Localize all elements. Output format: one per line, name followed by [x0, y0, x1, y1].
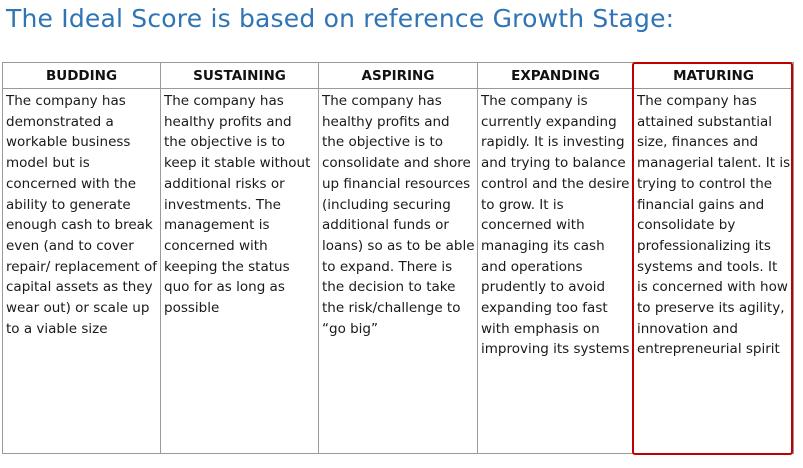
- growth-stage-table: BUDDING The company has demonstrated a w…: [2, 62, 794, 454]
- stage-column-expanding: EXPANDING The company is currently expan…: [477, 63, 633, 453]
- stage-description: The company is currently expanding rapid…: [481, 93, 630, 358]
- stage-header: BUDDING: [3, 63, 160, 89]
- stage-header: ASPIRING: [319, 63, 477, 89]
- stage-column-aspiring: ASPIRING The company has healthy profits…: [318, 63, 477, 453]
- stage-description: The company has healthy profits and the …: [322, 93, 475, 337]
- stage-column-sustaining: SUSTAINING The company has healthy profi…: [160, 63, 318, 453]
- page-title: The Ideal Score is based on reference Gr…: [6, 4, 675, 33]
- stage-header: EXPANDING: [478, 63, 633, 89]
- stage-header: SUSTAINING: [161, 63, 318, 89]
- stage-description: The company has demonstrated a workable …: [6, 93, 158, 337]
- stage-description: The company has healthy profits and the …: [164, 93, 311, 317]
- stage-description: The company has attained substantial siz…: [637, 93, 791, 358]
- stage-header: MATURING: [634, 63, 793, 89]
- stage-column-maturing: MATURING The company has attained substa…: [633, 63, 793, 453]
- stage-column-budding: BUDDING The company has demonstrated a w…: [3, 63, 160, 453]
